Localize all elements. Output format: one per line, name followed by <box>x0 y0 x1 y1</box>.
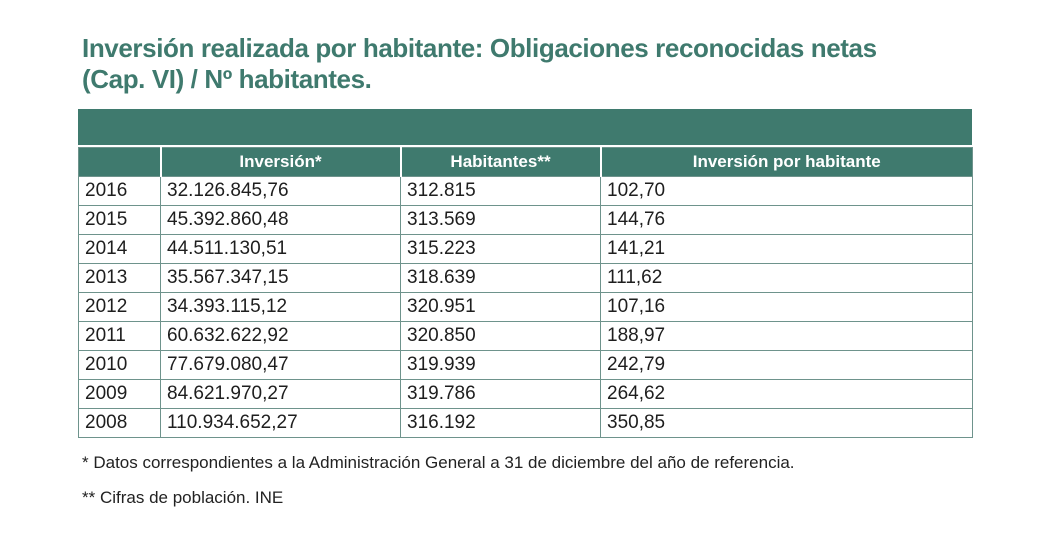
table-row: 2012 34.393.115,12 320.951 107,16 <box>78 292 973 322</box>
table-top-band <box>78 109 972 145</box>
cell-year: 2009 <box>78 379 161 409</box>
cell-inversion-por-habitante: 102,70 <box>600 176 973 206</box>
table-row: 2016 32.126.845,76 312.815 102,70 <box>78 176 973 206</box>
table-row: 2008 110.934.652,27 316.192 350,85 <box>78 408 973 438</box>
cell-inversion-por-habitante: 242,79 <box>600 350 973 380</box>
col-header-inversion: Inversión* <box>159 147 401 177</box>
cell-habitantes: 316.192 <box>400 408 601 438</box>
cell-habitantes: 318.639 <box>400 263 601 293</box>
cell-inversion: 32.126.845,76 <box>160 176 401 206</box>
cell-year: 2008 <box>78 408 161 438</box>
investment-per-inhabitant-table: Inversión* Habitantes** Inversión por ha… <box>78 147 973 438</box>
table-row: 2015 45.392.860,48 313.569 144,76 <box>78 205 973 235</box>
cell-inversion: 60.632.622,92 <box>160 321 401 351</box>
table-row: 2009 84.621.970,27 319.786 264,62 <box>78 379 973 409</box>
cell-inversion-por-habitante: 264,62 <box>600 379 973 409</box>
cell-inversion-por-habitante: 107,16 <box>600 292 973 322</box>
cell-year: 2012 <box>78 292 161 322</box>
table-row: 2014 44.511.130,51 315.223 141,21 <box>78 234 973 264</box>
cell-inversion: 84.621.970,27 <box>160 379 401 409</box>
table-header-row: Inversión* Habitantes** Inversión por ha… <box>78 147 973 177</box>
col-header-inversion-por-habitante: Inversión por habitante <box>599 147 973 177</box>
page-title: Inversión realizada por habitante: Oblig… <box>82 33 877 94</box>
cell-inversion-por-habitante: 141,21 <box>600 234 973 264</box>
cell-habitantes: 319.786 <box>400 379 601 409</box>
cell-inversion: 77.679.080,47 <box>160 350 401 380</box>
cell-habitantes: 320.951 <box>400 292 601 322</box>
cell-habitantes: 315.223 <box>400 234 601 264</box>
cell-inversion-por-habitante: 144,76 <box>600 205 973 235</box>
table-row: 2011 60.632.622,92 320.850 188,97 <box>78 321 973 351</box>
cell-year: 2011 <box>78 321 161 351</box>
cell-year: 2015 <box>78 205 161 235</box>
cell-habitantes: 312.815 <box>400 176 601 206</box>
cell-inversion: 45.392.860,48 <box>160 205 401 235</box>
cell-habitantes: 320.850 <box>400 321 601 351</box>
cell-inversion: 110.934.652,27 <box>160 408 401 438</box>
footnote-habitantes: ** Cifras de población. INE <box>82 488 284 507</box>
cell-year: 2010 <box>78 350 161 380</box>
cell-year: 2014 <box>78 234 161 264</box>
table-body: 2016 32.126.845,76 312.815 102,70 2015 45.392… <box>78 176 973 438</box>
cell-year: 2013 <box>78 263 161 293</box>
cell-inversion: 35.567.347,15 <box>160 263 401 293</box>
cell-habitantes: 319.939 <box>400 350 601 380</box>
col-header-year <box>78 147 161 177</box>
table-row: 2013 35.567.347,15 318.639 111,62 <box>78 263 973 293</box>
table-row: 2010 77.679.080,47 319.939 242,79 <box>78 350 973 380</box>
cell-habitantes: 313.569 <box>400 205 601 235</box>
cell-inversion-por-habitante: 350,85 <box>600 408 973 438</box>
cell-inversion-por-habitante: 188,97 <box>600 321 973 351</box>
col-header-habitantes: Habitantes** <box>399 147 601 177</box>
cell-year: 2016 <box>78 176 161 206</box>
footnote-inversion: * Datos correspondientes a la Administra… <box>82 453 795 472</box>
cell-inversion: 44.511.130,51 <box>160 234 401 264</box>
cell-inversion-por-habitante: 111,62 <box>600 263 973 293</box>
cell-inversion: 34.393.115,12 <box>160 292 401 322</box>
